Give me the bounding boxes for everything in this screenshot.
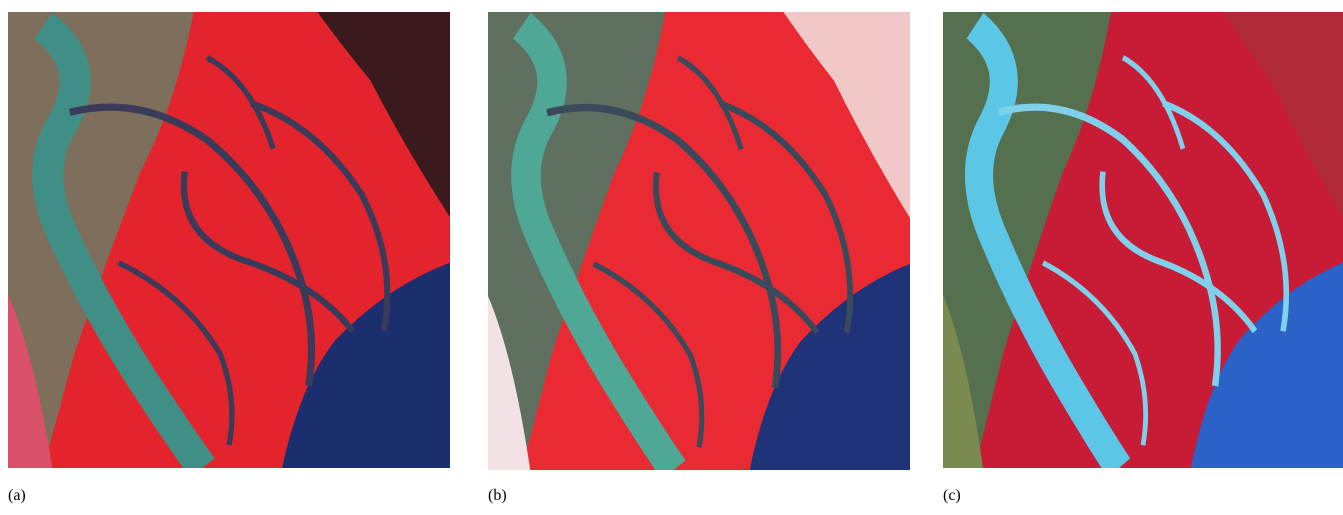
satellite-image — [8, 12, 450, 468]
panel-label: (c) — [943, 487, 961, 505]
satellite-image — [943, 12, 1343, 468]
panel-label: (a) — [8, 487, 26, 505]
figure: (a) (b) (c) (() => { const data = JSON.p… — [0, 0, 1343, 515]
satellite-image — [488, 12, 910, 470]
panel-label: (b) — [488, 487, 507, 505]
